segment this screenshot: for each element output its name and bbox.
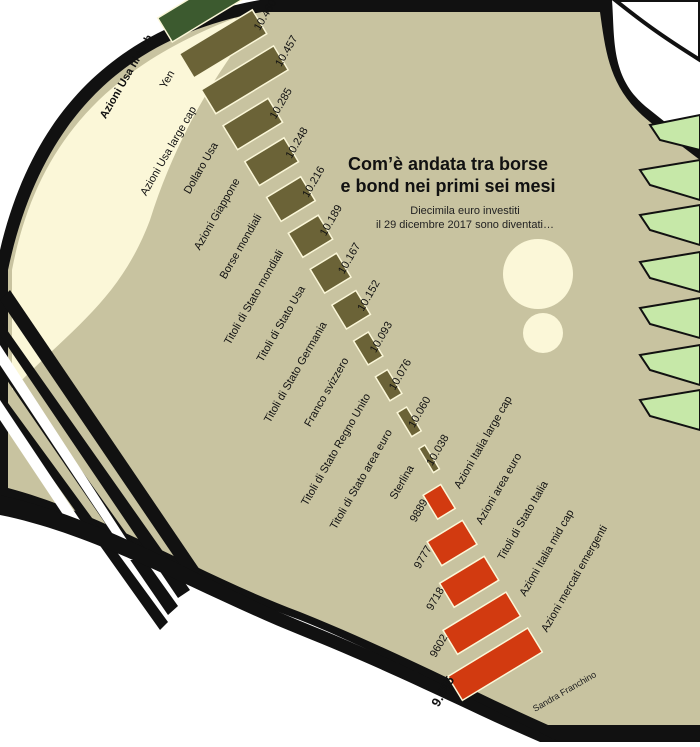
- title-block: Com’è andata tra borse e bond nei primi …: [340, 154, 555, 231]
- bar: [156, 0, 243, 44]
- bar: [330, 289, 372, 331]
- bar: [446, 626, 544, 702]
- chart-subtitle-line1: Diecimila euro investiti: [410, 205, 519, 217]
- bar: [178, 8, 268, 79]
- bar: [417, 443, 441, 474]
- bar: [422, 483, 457, 521]
- bar: [438, 555, 500, 609]
- bar: [396, 405, 423, 438]
- bar: [243, 136, 300, 187]
- bar: [309, 252, 353, 295]
- bar: [221, 97, 284, 151]
- bars-group: [156, 0, 544, 702]
- chart-title-line2: e bond nei primi sei mesi: [340, 176, 555, 196]
- bar: [374, 368, 403, 402]
- chart-subtitle-line2: il 29 dicembre 2017 sono diventati…: [376, 219, 554, 231]
- bar: [441, 591, 522, 656]
- bar: [200, 44, 290, 115]
- bar: [265, 175, 317, 223]
- bar: [426, 519, 479, 567]
- chart-title-line1: Com’è andata tra borse: [348, 154, 548, 174]
- bar: [352, 330, 384, 366]
- bar: [287, 214, 334, 259]
